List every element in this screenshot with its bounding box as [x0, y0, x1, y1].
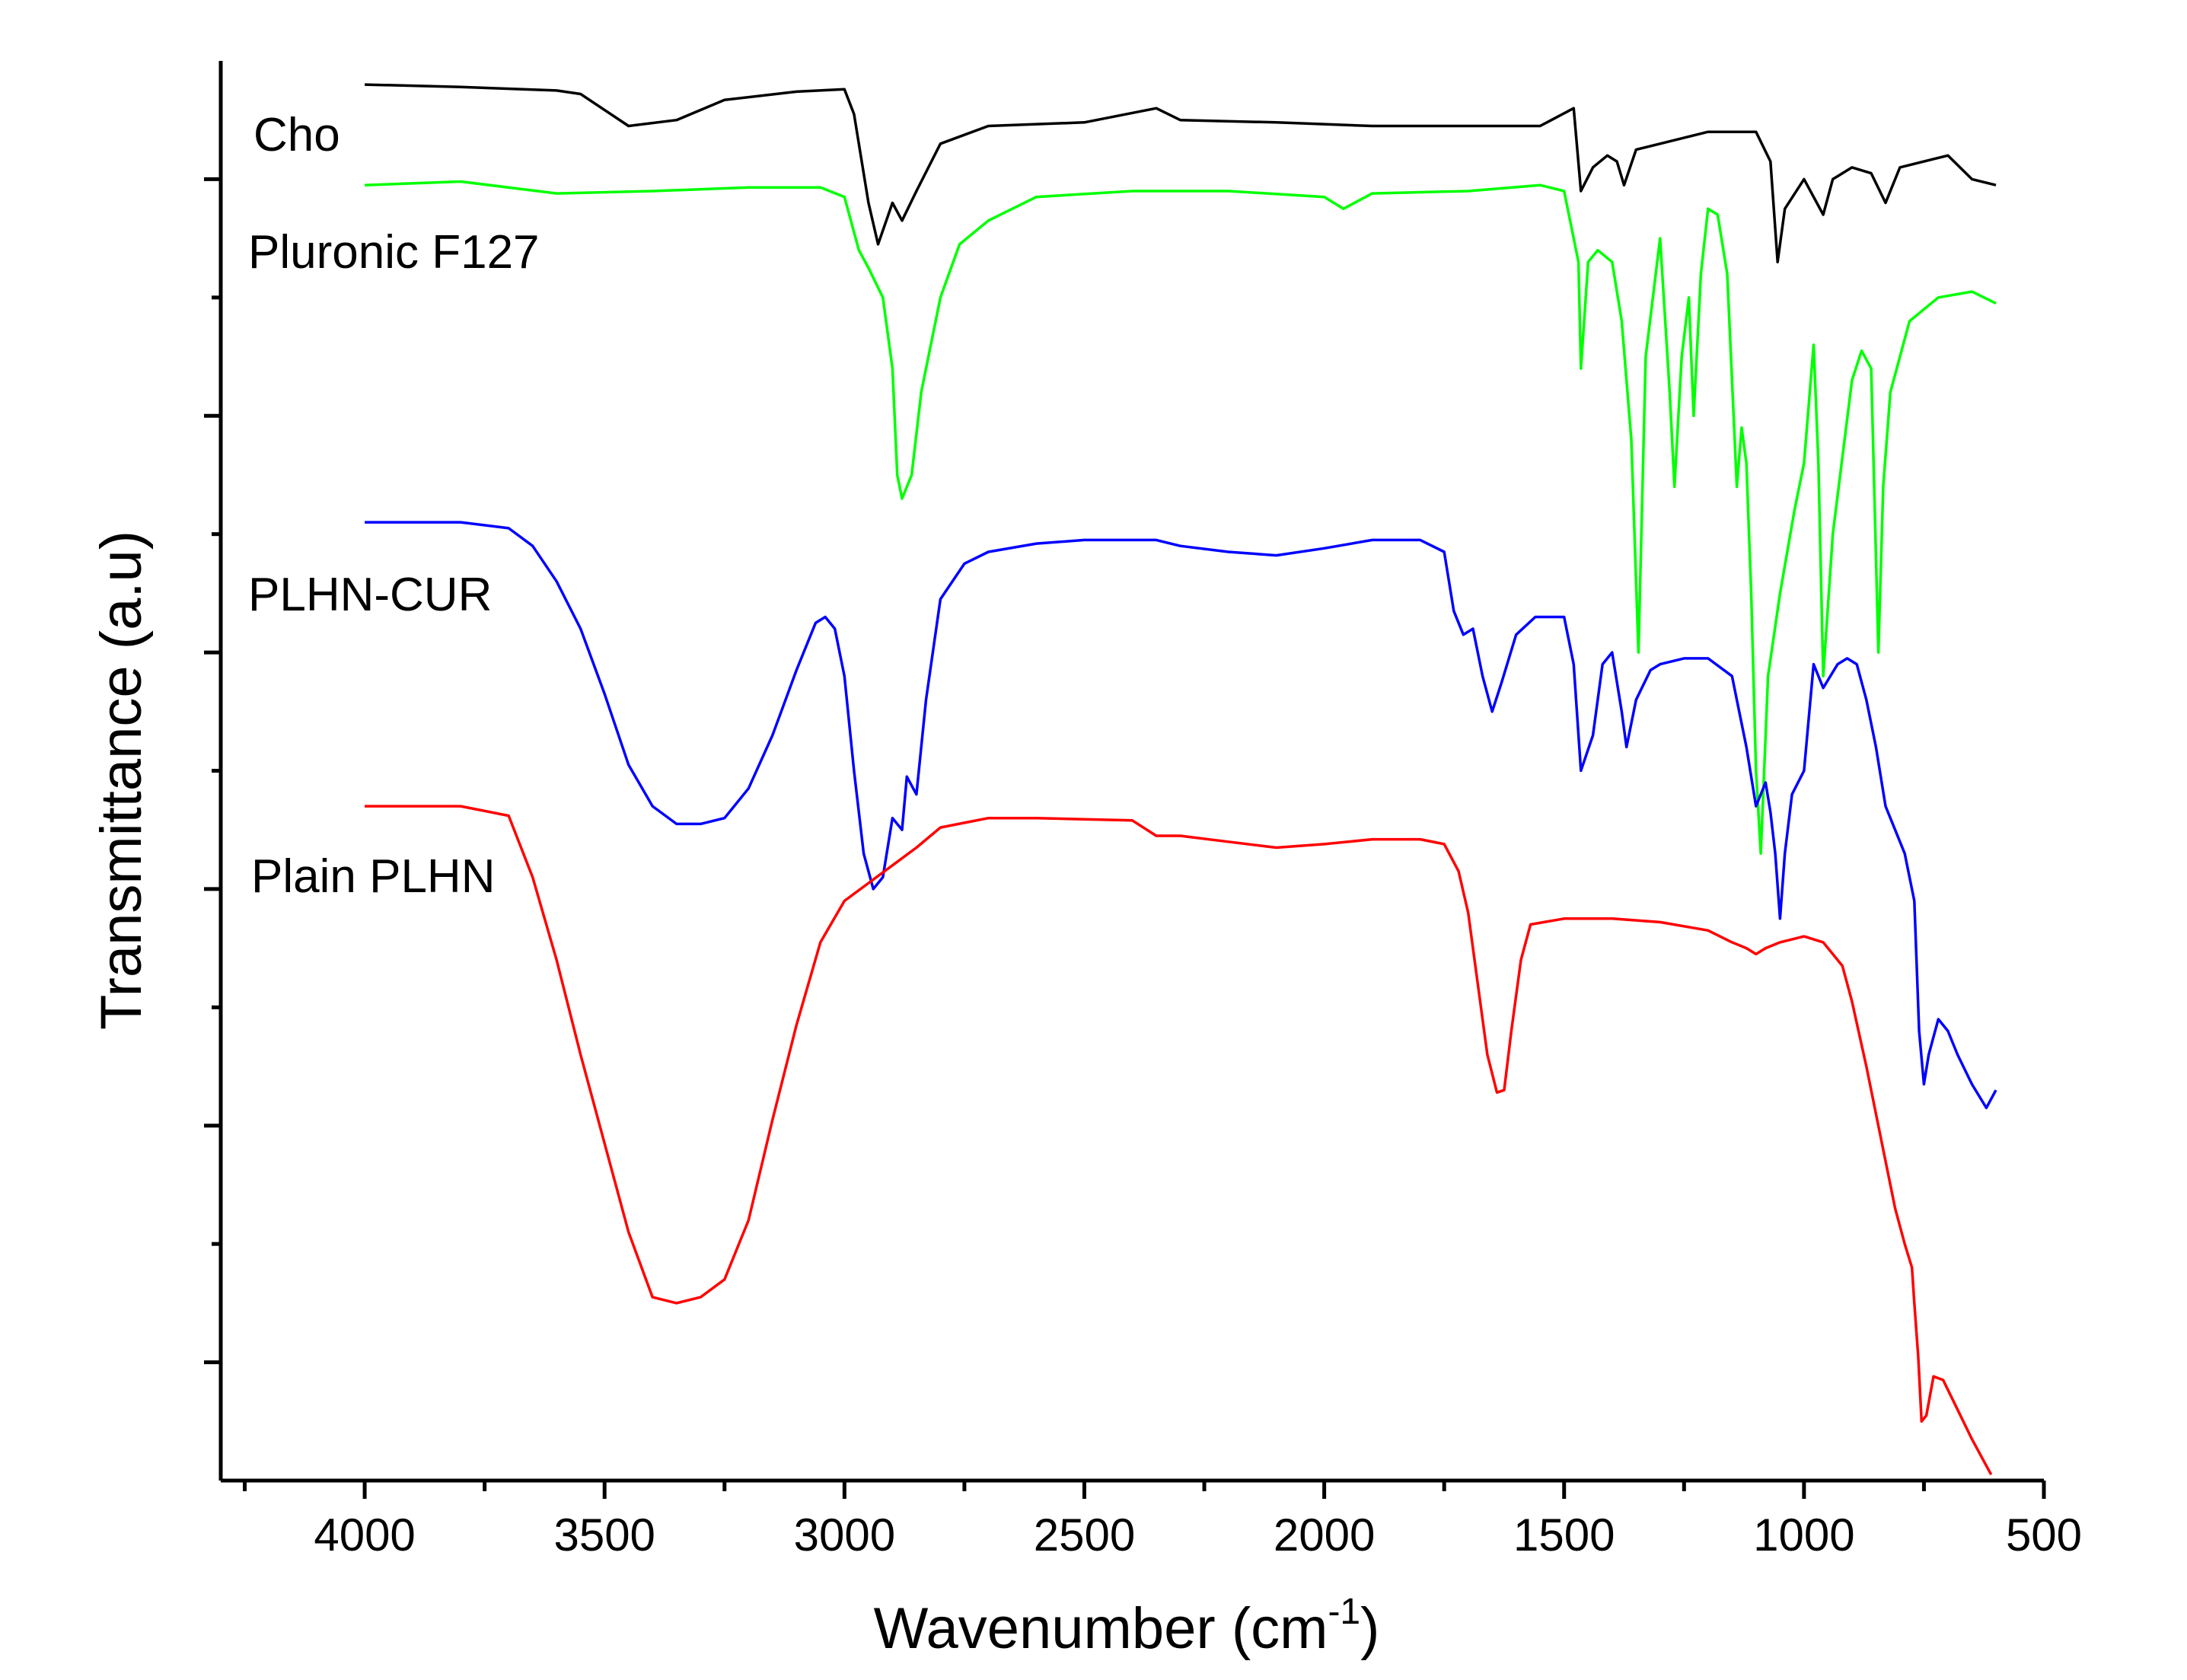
x-axis-title: Wavenumber (cm-1)	[874, 1592, 1380, 1661]
y-axis-title: Transmittance (a.u)	[89, 531, 154, 1030]
x-axis-title-close: )	[1360, 1596, 1379, 1661]
x-tick-label: 500	[2006, 1509, 2082, 1560]
x-axis-title-superscript: -1	[1328, 1592, 1360, 1632]
series-line-plain-plhn	[365, 805, 1993, 1476]
series-line-cho	[365, 83, 1997, 263]
series-labels: Cho Pluronic F127 PLHN-CUR Plain PLHN	[248, 109, 540, 903]
series-line-pluronic-f127	[365, 180, 1997, 856]
x-tick-label: 2000	[1274, 1509, 1375, 1560]
series-label-cho: Cho	[253, 109, 340, 161]
series-line-plhn-cur	[365, 521, 1997, 1110]
x-ticks: 4000 3500 3000 2500 2000 1500 1000 500	[243, 1481, 2082, 1560]
x-tick-label: 3500	[553, 1509, 655, 1560]
x-tick-label: 3000	[794, 1509, 895, 1560]
series-layer	[365, 83, 1997, 1476]
x-tick-label: 4000	[314, 1509, 415, 1560]
series-label-plhn-cur: PLHN-CUR	[248, 569, 492, 621]
y-ticks	[204, 177, 221, 1365]
series-label-plain-plhn: Plain PLHN	[251, 850, 495, 903]
x-tick-label: 2500	[1034, 1509, 1135, 1560]
x-tick-label: 1500	[1513, 1509, 1615, 1560]
series-label-pluronic-f127: Pluronic F127	[248, 226, 540, 279]
x-tick-label: 1000	[1753, 1509, 1854, 1560]
x-axis-title-main: Wavenumber (cm	[874, 1596, 1328, 1661]
